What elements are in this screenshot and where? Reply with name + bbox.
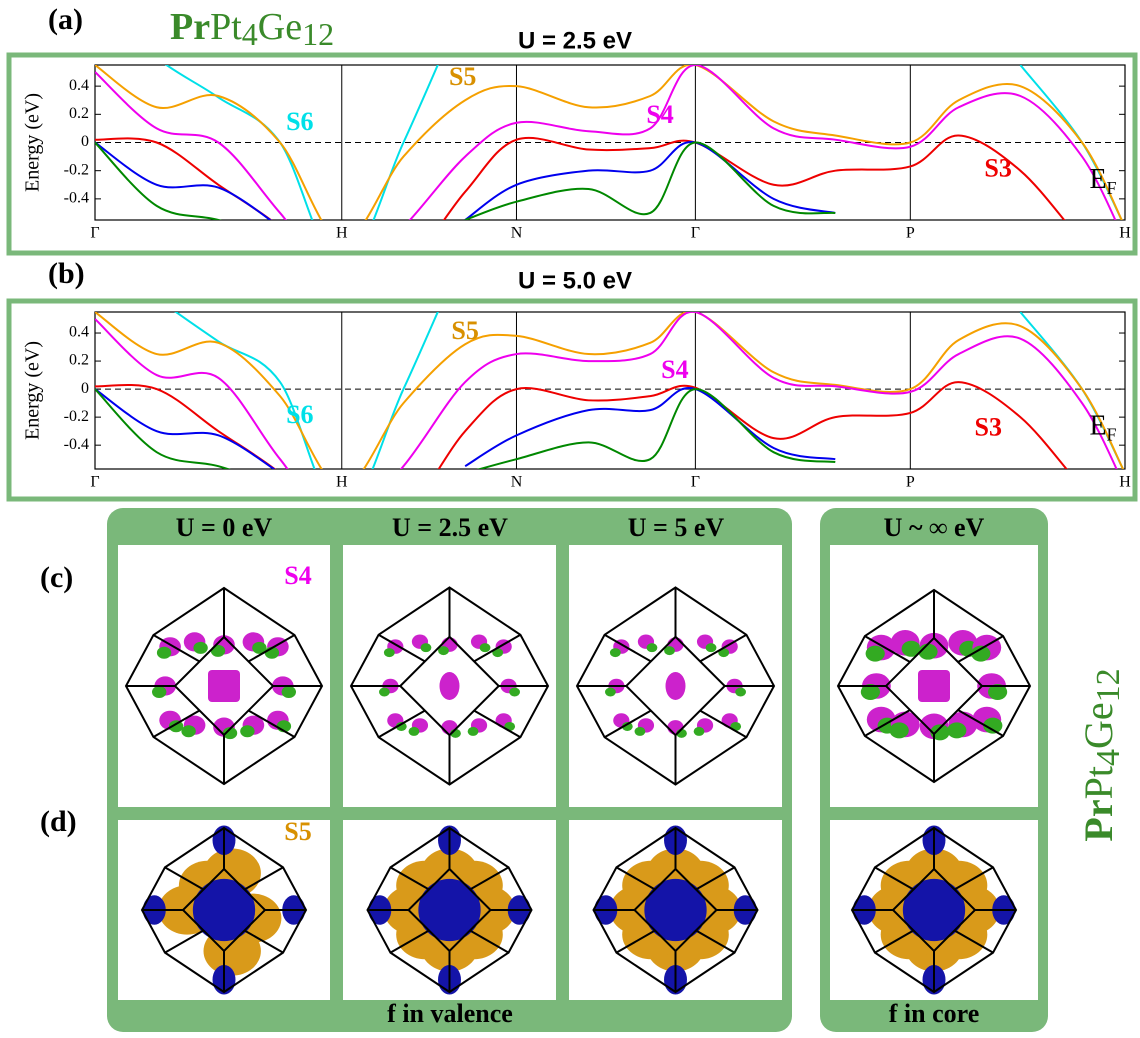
compound-title: PrPt4Ge12 — [170, 6, 334, 53]
fs-pocket-inner — [735, 688, 746, 697]
y-tick-label: 0.4 — [69, 324, 89, 341]
page: PrPt4Ge12 PrPt4Ge12 (c) (d) U = 0 eV U =… — [0, 0, 1140, 1038]
band-annotation: S3 — [975, 413, 1002, 442]
fs-pocket-inner — [379, 688, 390, 697]
y-tick-label: 0 — [81, 380, 89, 397]
fs-pocket-inner — [706, 643, 717, 652]
panel-title: U = 2.5 eV — [518, 27, 632, 54]
group-label: f in valence — [387, 999, 513, 1028]
band-annotation: S6 — [286, 107, 313, 136]
x-tick-label: N — [511, 225, 523, 242]
x-tick-label: P — [906, 225, 915, 242]
band-annotation: S4 — [646, 100, 673, 129]
band-line — [95, 389, 835, 487]
x-tick-label: H — [336, 225, 348, 242]
x-tick-label: Γ — [691, 225, 700, 242]
fs-center — [918, 670, 950, 702]
y-tick-label: 0.2 — [69, 105, 89, 122]
fs-pocket-inner — [409, 727, 420, 736]
fs-pocket-inner — [947, 722, 966, 738]
panel-title: U = 5.0 eV — [518, 267, 632, 294]
band-annotation: S4 — [661, 355, 688, 384]
panel-label: (a) — [48, 3, 83, 36]
fs-center — [208, 670, 240, 702]
fs-pocket-inner — [890, 722, 909, 738]
fs-pocket-inner — [384, 648, 395, 657]
column-title: U ~ ∞ eV — [884, 513, 985, 542]
fermi-label-main: E — [1089, 411, 1106, 442]
y-tick-label: -0.4 — [64, 436, 89, 453]
x-tick-label: N — [511, 474, 523, 491]
fermi-label-sub: F — [1107, 424, 1117, 444]
x-tick-label: Γ — [90, 225, 99, 242]
fs-pocket-inner — [468, 727, 479, 736]
fs-pocket-inner — [157, 647, 171, 659]
plot-frame — [95, 312, 1125, 469]
band-annotation: S5 — [451, 316, 478, 345]
fs-pocket-inner — [480, 643, 491, 652]
band-annotation: S6 — [286, 400, 313, 429]
row-label: (d) — [40, 805, 77, 838]
y-tick-label: -0.4 — [64, 190, 89, 207]
band-label: S4 — [284, 561, 311, 590]
y-tick-label: -0.2 — [64, 161, 89, 178]
fs-center — [440, 672, 460, 700]
x-tick-label: Γ — [90, 474, 99, 491]
fs-pocket-inner — [193, 642, 207, 654]
fs-pocket-inner — [240, 725, 254, 737]
fermi-surface-cell — [118, 820, 330, 1000]
x-tick-label: P — [906, 474, 915, 491]
column-title: U = 2.5 eV — [392, 513, 508, 542]
y-axis-label: Energy (eV) — [22, 341, 44, 440]
fs-pocket-inner — [282, 686, 296, 698]
fermi-surface-cell — [343, 545, 556, 807]
x-tick-label: H — [1119, 474, 1131, 491]
fermi-surface-cell — [830, 545, 1038, 807]
fs-pocket-inner — [635, 727, 646, 736]
y-axis-label: Energy (eV) — [22, 93, 44, 192]
fs-pocket-inner — [694, 727, 705, 736]
fs-pocket-inner — [181, 725, 195, 737]
fermi-surface-cell — [569, 820, 782, 1000]
fs-pocket-inner — [647, 643, 658, 652]
fs-pocket-inner — [421, 643, 432, 652]
band-label: S5 — [284, 817, 311, 846]
fermi-surface-cell — [830, 820, 1038, 1000]
fs-pocket-inner — [605, 688, 616, 697]
compound-side-label: PrPt4Ge12 — [1076, 668, 1127, 841]
column-title: U = 0 eV — [176, 513, 273, 542]
fermi-label: EF — [1089, 164, 1116, 198]
band-annotation: S3 — [984, 154, 1011, 183]
y-tick-label: 0.4 — [69, 77, 89, 94]
y-tick-label: -0.2 — [64, 408, 89, 425]
x-tick-label: H — [336, 474, 348, 491]
row-label: (c) — [40, 561, 73, 594]
fs-center — [666, 672, 686, 700]
fermi-label-sub: F — [1107, 178, 1117, 198]
panel-label: (b) — [48, 257, 85, 290]
column-title: U = 5 eV — [628, 513, 725, 542]
x-tick-label: Γ — [691, 474, 700, 491]
fermi-surface-cell — [569, 545, 782, 807]
fs-pocket-inner — [509, 688, 520, 697]
fs-pocket-inner — [610, 648, 621, 657]
band-line — [95, 135, 1125, 286]
band-line — [95, 65, 1125, 242]
figure: PrPt4Ge12 PrPt4Ge12 (c) (d) U = 0 eV U =… — [0, 0, 1140, 1038]
x-tick-label: H — [1119, 225, 1131, 242]
fermi-label-main: E — [1089, 164, 1106, 195]
y-tick-label: 0 — [81, 133, 89, 150]
y-tick-label: 0.2 — [69, 352, 89, 369]
fs-pocket-inner — [152, 686, 166, 698]
band-annotation: S5 — [449, 62, 476, 91]
fermi-label: EF — [1089, 411, 1116, 445]
band-line — [95, 142, 835, 227]
group-label: f in core — [889, 999, 980, 1028]
fs-pocket-inner — [866, 646, 885, 662]
fermi-surface-cell — [343, 820, 556, 1000]
